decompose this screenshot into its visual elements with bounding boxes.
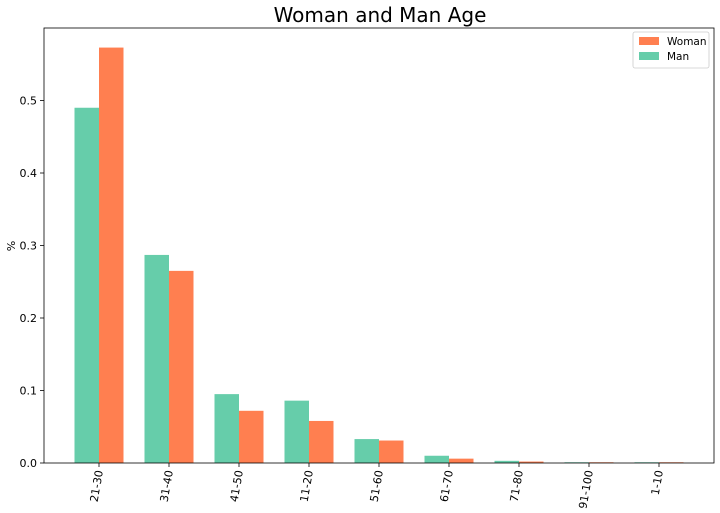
bar-man-31-40 — [144, 254, 169, 463]
x-tick-label-11-20: 11-20 — [298, 469, 316, 503]
bar-woman-61-70 — [449, 458, 474, 463]
plot-frame — [43, 27, 715, 464]
y-tick-label: 0.2 — [20, 312, 38, 325]
x-tick-label-61-70: 61-70 — [438, 469, 456, 503]
bar-woman-21-30 — [99, 47, 124, 463]
bar-man-21-30 — [74, 107, 99, 463]
y-ticks-group: 0.0 0.1 0.2 0.3 0.4 0.5 — [20, 95, 44, 470]
x-tick-label-41-50: 41-50 — [228, 469, 246, 503]
bar-man-51-60 — [354, 439, 379, 463]
y-tick-label: 0.5 — [20, 95, 38, 108]
bar-man-71-80 — [494, 460, 519, 463]
x-tick-label-1-10: 1-10 — [649, 469, 666, 496]
bar-man-61-70 — [424, 455, 449, 463]
x-tick-label-51-60: 51-60 — [368, 469, 386, 503]
bar-woman-51-60 — [379, 440, 404, 463]
y-tick-label: 0.1 — [20, 385, 38, 398]
legend-label-woman: Woman — [667, 36, 707, 48]
y-tick-label: 0.3 — [20, 240, 38, 253]
legend-swatch-woman — [639, 37, 659, 45]
bars-group — [74, 47, 684, 463]
y-tick-label: 0.0 — [20, 457, 38, 470]
chart-title: Woman and Man Age — [274, 3, 487, 27]
x-tick-label-71-80: 71-80 — [508, 469, 526, 503]
bar-woman-31-40 — [169, 270, 194, 463]
legend-swatch-man — [639, 52, 659, 60]
bar-man-11-20 — [284, 400, 309, 463]
y-axis-label: % — [5, 241, 18, 251]
bar-man-41-50 — [214, 394, 239, 463]
legend-label-man: Man — [667, 51, 689, 63]
x-tick-label-91-100: 91-100 — [576, 469, 596, 510]
bar-woman-41-50 — [239, 410, 264, 463]
bar-woman-11-20 — [309, 420, 334, 463]
x-tick-label-31-40: 31-40 — [158, 469, 176, 503]
legend: Woman Man — [632, 31, 710, 69]
y-tick-label: 0.4 — [20, 167, 38, 180]
bar-woman-71-80 — [519, 461, 544, 463]
x-ticks-group: 21-30 31-40 41-50 11-20 51-60 61-70 71-80 91-10… — [88, 463, 666, 510]
x-tick-label-21-30: 21-30 — [88, 469, 106, 503]
